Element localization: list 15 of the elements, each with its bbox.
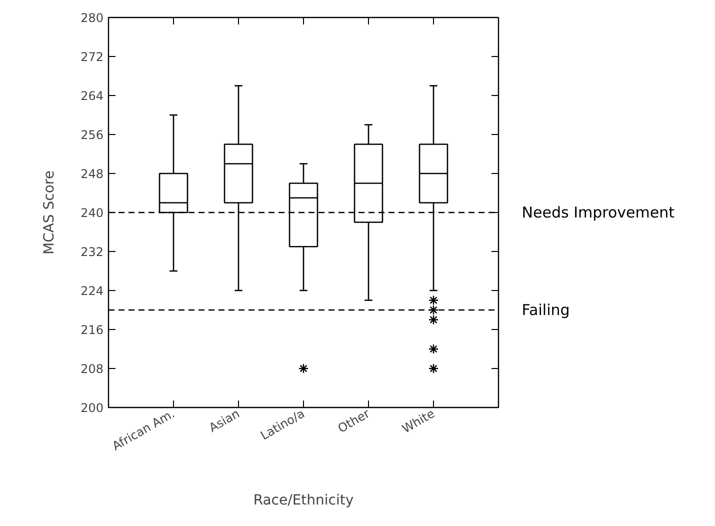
y-tick-label: 216 — [80, 323, 104, 337]
y-tick-label: 272 — [80, 50, 104, 64]
y-axis-title: MCAS Score — [42, 170, 58, 254]
y-tick-label: 200 — [80, 401, 104, 415]
y-tick-label: 248 — [80, 167, 104, 181]
y-tick-label: 264 — [80, 89, 104, 103]
ref-line-label: Needs Improvement — [522, 204, 675, 222]
y-tick-label: 256 — [80, 128, 104, 142]
ref-line-label: Failing — [522, 301, 570, 319]
y-tick-label: 240 — [80, 206, 104, 220]
y-tick-label: 224 — [80, 284, 104, 298]
x-axis-title: Race/Ethnicity — [253, 492, 354, 508]
y-tick-label: 232 — [80, 245, 104, 259]
y-tick-label: 208 — [80, 362, 104, 376]
y-tick-label: 280 — [80, 11, 104, 25]
